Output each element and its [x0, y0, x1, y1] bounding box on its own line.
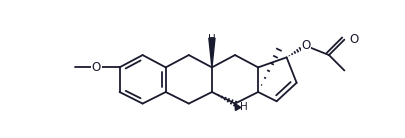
Text: O: O	[301, 39, 310, 52]
Text: O: O	[348, 33, 357, 46]
Polygon shape	[208, 38, 215, 67]
Text: O: O	[92, 61, 101, 74]
Polygon shape	[234, 104, 240, 111]
Text: H: H	[239, 102, 247, 112]
Text: H: H	[207, 34, 215, 43]
